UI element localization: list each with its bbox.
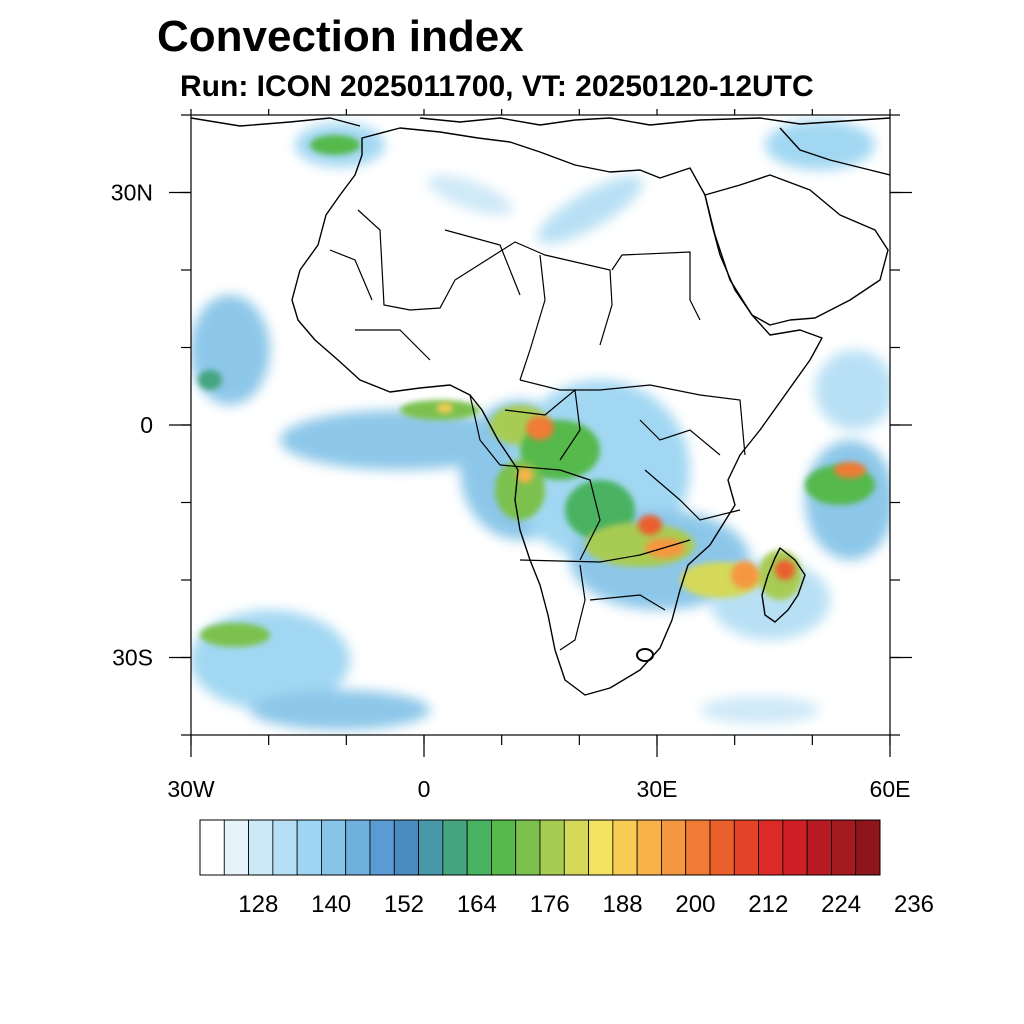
- colorbar-swatch: [709, 819, 735, 876]
- colorbar-swatch: [369, 819, 395, 876]
- colorbar-swatch: [831, 819, 857, 876]
- colorbar-label: 140: [311, 891, 351, 918]
- axis-ticks: [169, 109, 912, 757]
- colorbar-swatch: [491, 819, 517, 876]
- x-tick-label: 60E: [870, 776, 911, 802]
- colorbar-swatch: [733, 819, 759, 876]
- colorbar-swatch: [223, 819, 249, 876]
- colorbar-label: 164: [457, 891, 497, 918]
- colorbar-label: 176: [530, 891, 570, 918]
- colorbar-swatch: [272, 819, 298, 876]
- y-tick-label: 0: [140, 412, 153, 438]
- colorbar-swatch: [393, 819, 419, 876]
- colorbar-swatch: [685, 819, 711, 876]
- colorbar-label: 152: [384, 891, 424, 918]
- convection-field-high: [437, 403, 866, 589]
- colorbar-swatch: [758, 819, 784, 876]
- colorbar-label: 224: [821, 891, 861, 918]
- colorbar-swatch: [806, 819, 832, 876]
- colorbar-swatch: [855, 819, 881, 876]
- plot-area: [191, 115, 890, 735]
- colorbar-swatch: [321, 819, 347, 876]
- y-tick-label: 30S: [112, 645, 153, 671]
- country-borders: [329, 209, 746, 651]
- colorbar-swatch: [296, 819, 322, 876]
- colorbar-swatch: [515, 819, 541, 876]
- x-tick-label: 0: [418, 776, 431, 802]
- chart-title: Convection index: [157, 12, 524, 61]
- x-tick-label: 30E: [637, 776, 678, 802]
- colorbar-swatch: [442, 819, 468, 876]
- colorbar-swatch: [248, 819, 274, 876]
- colorbar-swatch: [539, 819, 565, 876]
- colorbar-swatch: [661, 819, 687, 876]
- colorbar-swatch: [636, 819, 662, 876]
- axis-tick-labels: 30W 0 30E 60E 30N 0 30S: [111, 180, 911, 803]
- chart-subtitle: Run: ICON 2025011700, VT: 20250120-12UTC: [180, 70, 814, 103]
- colorbar-swatch: [563, 819, 589, 876]
- colorbar-label: 236: [894, 891, 934, 918]
- colorbar-swatch: [588, 819, 614, 876]
- colorbar-swatch: [199, 819, 225, 876]
- colorbar: 128 140 152 164 176 188 200 212 224 236: [199, 819, 934, 918]
- x-tick-label: 30W: [167, 776, 215, 802]
- colorbar-swatch: [466, 819, 492, 876]
- colorbar-swatch: [612, 819, 638, 876]
- colorbar-swatch: [782, 819, 808, 876]
- lesotho-outline: [636, 648, 654, 662]
- colorbar-label: 212: [748, 891, 788, 918]
- colorbar-label: 188: [603, 891, 643, 918]
- colorbar-frame: [199, 819, 881, 876]
- colorbar-label: 200: [675, 891, 715, 918]
- colorbar-label: 128: [238, 891, 278, 918]
- colorbar-swatch: [418, 819, 444, 876]
- colorbar-swatch: [345, 819, 371, 876]
- y-tick-label: 30N: [111, 180, 153, 206]
